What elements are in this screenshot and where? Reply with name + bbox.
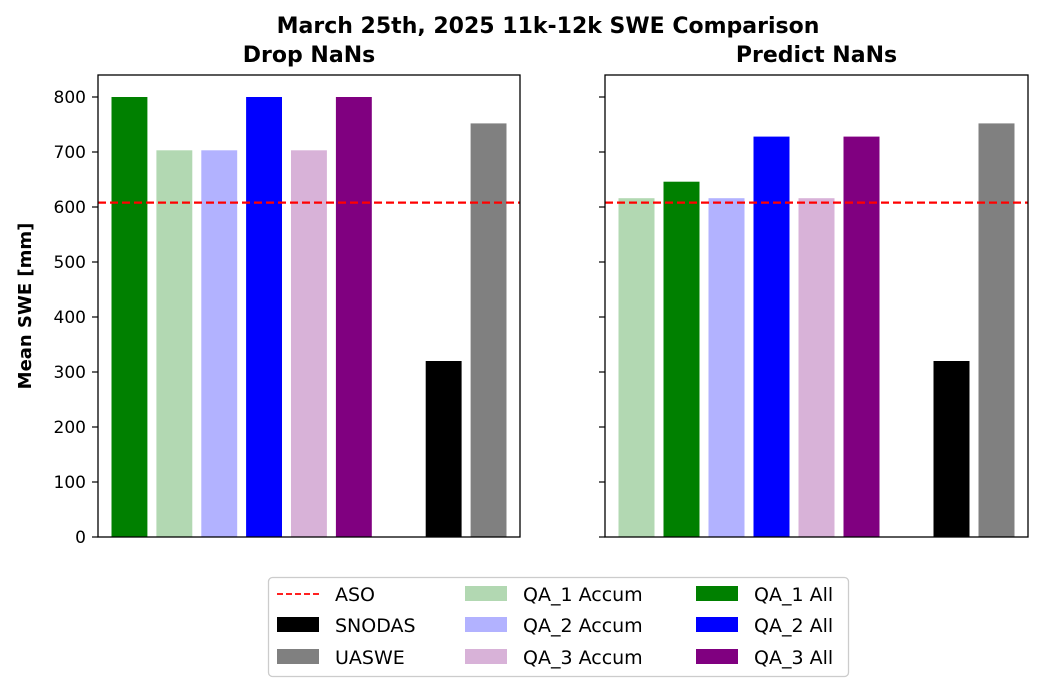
chart-legend: ASO SNODAS UASWE QA_1 Accum QA_2 Accum QA_3 A… [267,576,850,678]
bar-snodas [425,361,462,537]
legend-label-qa-3-all: QA_3 All [754,647,833,669]
legend-label-uaswe: UASWE [335,647,405,669]
bar-uaswe [978,123,1015,538]
y-tick-label: 300 [54,363,86,383]
legend-swatch-qa-2-all [696,617,738,632]
panel-predict-nans: Predict NaNs [599,43,1029,538]
bar-qa-1-all [111,97,148,537]
legend-label-aso: ASO [335,584,375,606]
legend-swatch-qa-1-all [696,586,738,601]
y-tick-label: 600 [54,198,86,218]
axes-frame [604,74,1029,538]
panel-drop-nans: 0 100 200 300 400 500 600 700 800 Drop NaNs Mean S… [15,43,521,548]
bar-qa-2-accum [201,150,238,538]
bar-uaswe [470,123,507,538]
legend-swatch-snodas [277,617,319,632]
bar-qa-1-accum [156,150,193,538]
legend-label-snodas: SNODAS [335,615,416,637]
bar-qa-1-all [663,181,700,537]
bar-qa-3-accum [291,150,327,538]
legend-swatch-uaswe [277,649,319,664]
chart-panels: 0 100 200 300 400 500 600 700 800 Drop NaNs Mean S… [15,43,1029,548]
legend-label-qa-1-all: QA_1 All [754,584,833,606]
bar-qa-1-accum [618,198,655,537]
legend-label-qa-2-all: QA_2 All [754,615,833,637]
axes-frame [97,74,521,538]
bar-qa-3-all [335,97,372,537]
legend-swatch-qa-2-accum [465,617,507,632]
legend-swatch-qa-3-accum [465,649,507,664]
chart-suptitle: March 25th, 2025 11k-12k SWE Comparison [277,14,820,39]
bar-qa-2-all [753,136,790,537]
y-tick-label: 700 [54,143,86,163]
bar-snodas [933,361,970,537]
bar-qa-2-accum [708,198,745,537]
bar-qa-2-all [246,97,282,537]
legend-swatch-qa-1-accum [465,586,507,601]
panel-title: Predict NaNs [736,43,897,68]
y-tick-label: 200 [54,418,86,438]
legend-label-qa-3-accum: QA_3 Accum [523,647,643,669]
bar-qa-3-accum [798,198,835,537]
legend-swatch-qa-3-all [696,649,738,664]
legend-label-qa-2-accum: QA_2 Accum [523,615,643,637]
legend-label-qa-1-accum: QA_1 Accum [523,584,643,606]
y-tick-label: 500 [54,253,86,273]
bar-qa-3-all [843,136,880,537]
y-tick-label: 100 [54,473,86,493]
y-tick-label: 800 [54,88,86,108]
y-axis-label: Mean SWE [mm] [15,223,36,390]
panel-title: Drop NaNs [243,43,375,68]
y-tick-label: 0 [75,528,86,548]
y-tick-label: 400 [54,308,86,328]
